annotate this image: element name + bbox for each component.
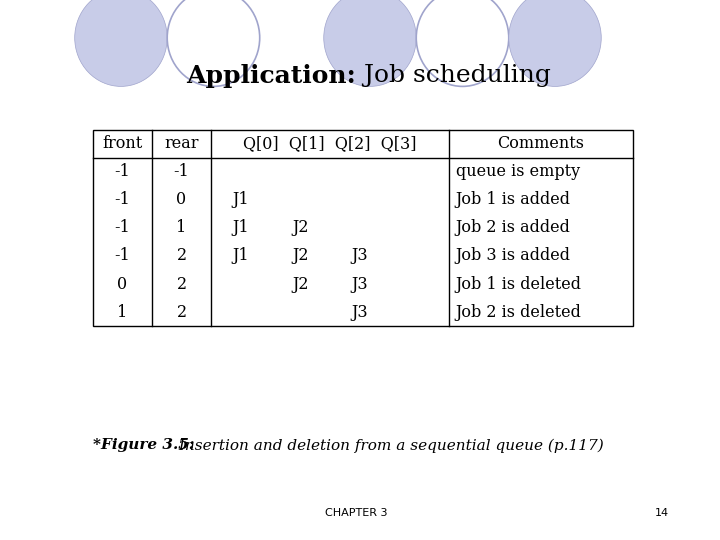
Text: J3: J3	[351, 247, 368, 265]
Text: 2: 2	[176, 275, 186, 293]
Text: -1: -1	[114, 247, 130, 265]
Text: *Figure 3.5:: *Figure 3.5:	[92, 438, 194, 453]
Ellipse shape	[416, 0, 509, 86]
Text: -1: -1	[114, 191, 130, 208]
Text: queue is empty: queue is empty	[456, 163, 580, 180]
Text: J2: J2	[292, 247, 308, 265]
Text: Job 2 is deleted: Job 2 is deleted	[456, 303, 582, 321]
Text: 1: 1	[176, 219, 186, 237]
Text: J3: J3	[351, 275, 368, 293]
Text: Job 1 is deleted: Job 1 is deleted	[456, 275, 582, 293]
Text: J3: J3	[351, 303, 368, 321]
Text: J1: J1	[233, 191, 249, 208]
Text: Insertion and deletion from a sequential queue (p.117): Insertion and deletion from a sequential…	[174, 438, 604, 453]
Text: Comments: Comments	[498, 135, 585, 152]
Text: Job 1 is added: Job 1 is added	[456, 191, 571, 208]
Text: -1: -1	[174, 163, 189, 180]
Text: Q[0]  Q[1]  Q[2]  Q[3]: Q[0] Q[1] Q[2] Q[3]	[243, 135, 417, 152]
Text: J1: J1	[233, 247, 249, 265]
Text: 0: 0	[117, 275, 127, 293]
Text: 14: 14	[654, 508, 669, 518]
Text: -1: -1	[114, 219, 130, 237]
Text: -1: -1	[114, 163, 130, 180]
Text: Job 2 is added: Job 2 is added	[456, 219, 571, 237]
Text: J2: J2	[292, 219, 308, 237]
Text: Application:: Application:	[186, 64, 356, 87]
Text: 0: 0	[176, 191, 186, 208]
Ellipse shape	[509, 0, 601, 86]
Text: front: front	[102, 135, 143, 152]
Ellipse shape	[324, 0, 416, 86]
Bar	[92, 130, 634, 326]
Text: Job 3 is added: Job 3 is added	[456, 247, 571, 265]
Ellipse shape	[75, 0, 167, 86]
Text: 2: 2	[176, 303, 186, 321]
Text: rear: rear	[164, 135, 199, 152]
Text: Job scheduling: Job scheduling	[356, 64, 551, 87]
Ellipse shape	[167, 0, 260, 86]
Text: 2: 2	[176, 247, 186, 265]
Text: CHAPTER 3: CHAPTER 3	[325, 508, 387, 518]
Text: 1: 1	[117, 303, 127, 321]
Text: J2: J2	[292, 275, 308, 293]
Text: J1: J1	[233, 219, 249, 237]
